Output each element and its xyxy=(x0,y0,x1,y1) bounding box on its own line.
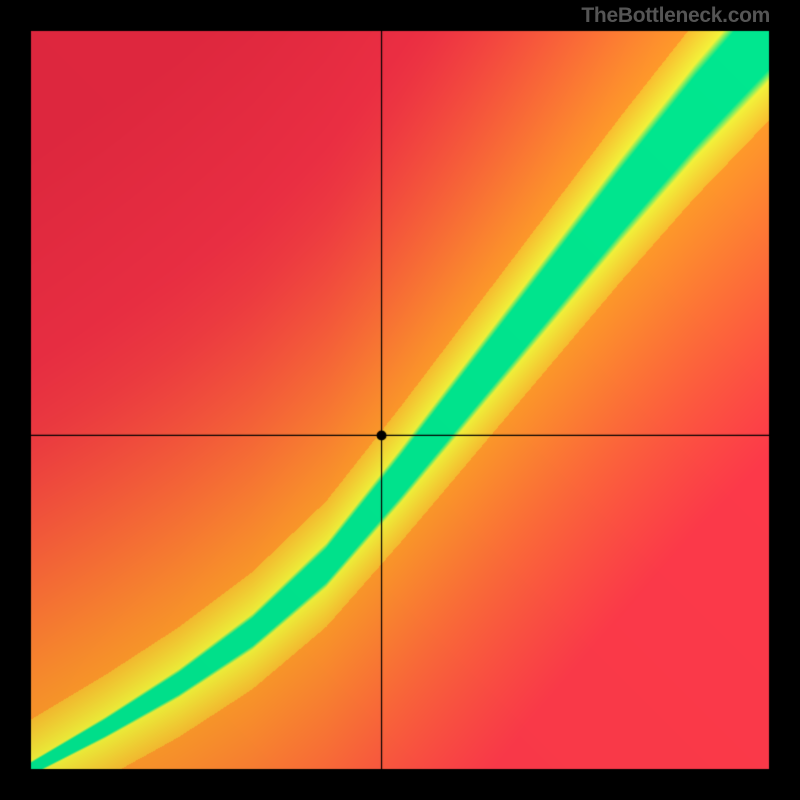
chart-container: TheBottleneck.com xyxy=(0,0,800,800)
bottleneck-heatmap xyxy=(0,0,800,800)
watermark-text: TheBottleneck.com xyxy=(581,4,770,28)
